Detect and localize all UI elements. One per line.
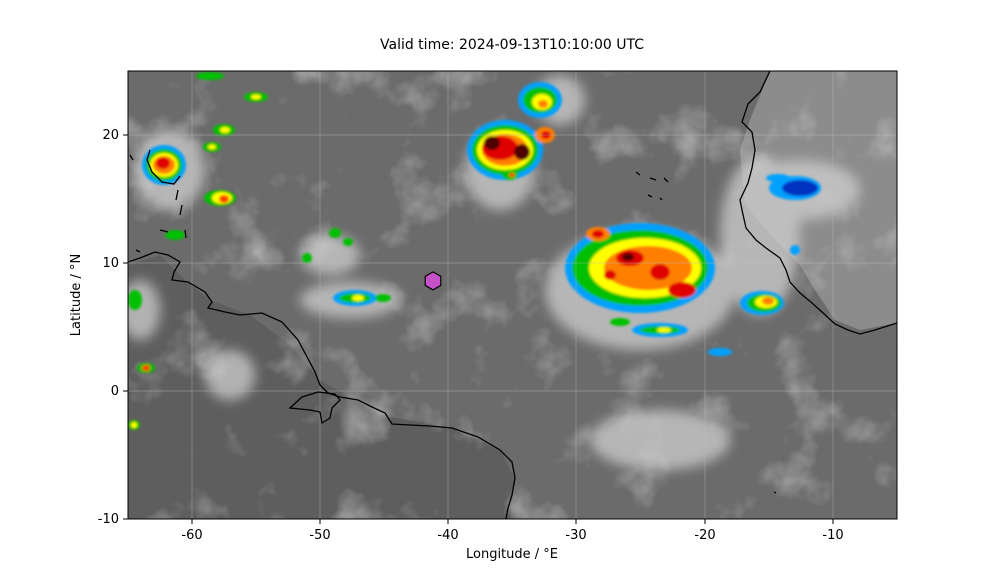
y-axis: -10 0 10 20	[98, 128, 128, 527]
x-tick-label: -50	[309, 528, 330, 543]
y-tick-label: 20	[102, 128, 119, 143]
x-axis: -60 -50 -40 -30 -20 -10	[181, 519, 844, 543]
chart-title: Valid time: 2024-09-13T10:10:00 UTC	[380, 37, 644, 53]
x-tick-label: -30	[565, 528, 586, 543]
y-tick-label: 10	[102, 256, 119, 271]
y-tick-label: 0	[111, 384, 119, 399]
y-axis-label: Latitude / °N	[69, 254, 84, 336]
y-tick-label: -10	[98, 512, 119, 527]
map-axes: -60 -50 -40 -30 -20 -10 -10 0 10 20 Long…	[69, 70, 898, 562]
x-tick-label: -20	[694, 528, 715, 543]
x-tick-label: -40	[437, 528, 458, 543]
axes-frame	[127, 70, 898, 520]
gridlines	[128, 71, 897, 519]
x-tick-label: -10	[822, 528, 843, 543]
x-axis-label: Longitude / °E	[466, 547, 558, 562]
coastlines	[128, 71, 897, 519]
x-tick-label: -60	[181, 528, 202, 543]
hexagon-location-marker[interactable]	[424, 271, 442, 291]
convective-clusters	[128, 72, 821, 430]
